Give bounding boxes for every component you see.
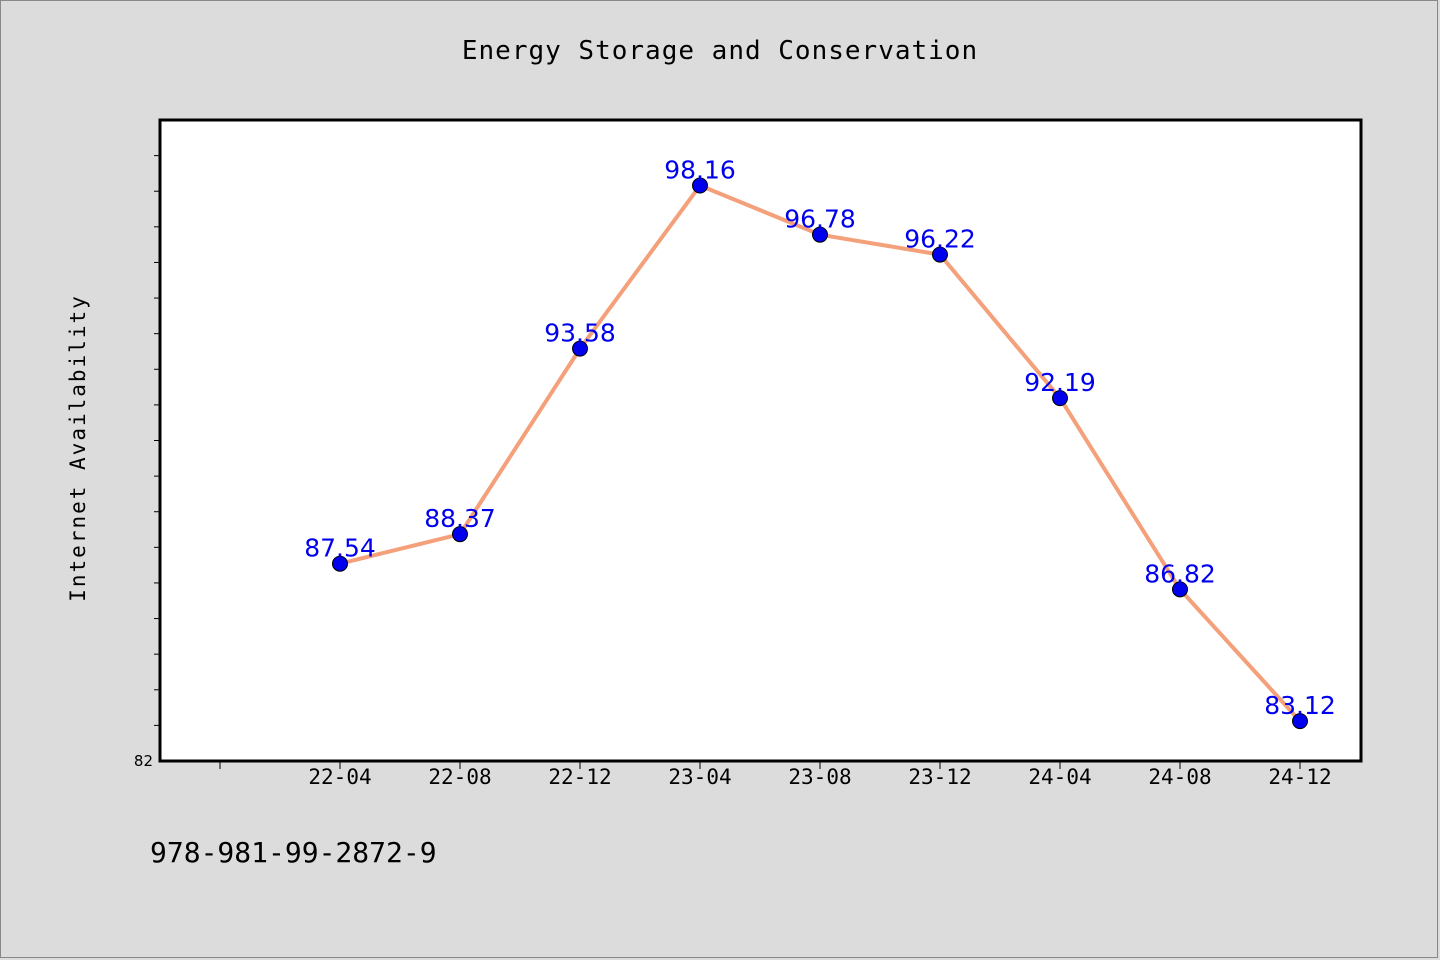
plot-area bbox=[158, 118, 1363, 763]
x-tick-label: 24-08 bbox=[1148, 765, 1211, 789]
data-point bbox=[812, 226, 828, 243]
x-tick-label: 22-04 bbox=[308, 765, 371, 789]
data-point bbox=[452, 526, 468, 543]
data-label: 96.22 bbox=[904, 225, 976, 254]
x-axis: 22-04 22-08 22-12 23-04 23-08 23-12 24-04 24-08… bbox=[219, 761, 1332, 789]
y-tick-label: 82 bbox=[134, 752, 153, 770]
data-point bbox=[932, 246, 948, 263]
x-tick-label: 24-12 bbox=[1268, 765, 1331, 789]
data-label: 87.54 bbox=[304, 534, 376, 563]
data-label: 83.12 bbox=[1264, 691, 1336, 720]
data-point bbox=[1052, 390, 1068, 407]
data-point bbox=[332, 555, 348, 572]
data-point bbox=[1292, 713, 1308, 730]
data-labels: 87.54 88.37 93.58 98.16 96.78 96.22 92.19 86.82… bbox=[304, 156, 1336, 721]
data-point bbox=[692, 177, 708, 194]
x-tick-label: 22-08 bbox=[428, 765, 491, 789]
data-label: 93.58 bbox=[544, 319, 616, 348]
isbn-text: 978-981-99-2872-9 bbox=[150, 836, 437, 869]
data-label: 86.82 bbox=[1144, 559, 1216, 588]
x-tick-label: 23-04 bbox=[668, 765, 731, 789]
data-label: 98.16 bbox=[664, 156, 736, 185]
data-label: 96.78 bbox=[784, 205, 856, 234]
x-tick-label: 24-04 bbox=[1028, 765, 1091, 789]
y-axis-ticks: 82 bbox=[134, 155, 160, 770]
x-tick-label: 23-12 bbox=[908, 765, 971, 789]
chart-title: Energy Storage and Conservation bbox=[461, 36, 979, 66]
data-label: 88.37 bbox=[424, 504, 496, 533]
data-point bbox=[572, 340, 588, 357]
x-tick-label: 22-12 bbox=[548, 765, 611, 789]
data-label: 92.19 bbox=[1024, 368, 1096, 397]
data-point bbox=[1172, 581, 1188, 598]
series bbox=[332, 177, 1308, 730]
x-tick-label: 23-08 bbox=[788, 765, 851, 789]
